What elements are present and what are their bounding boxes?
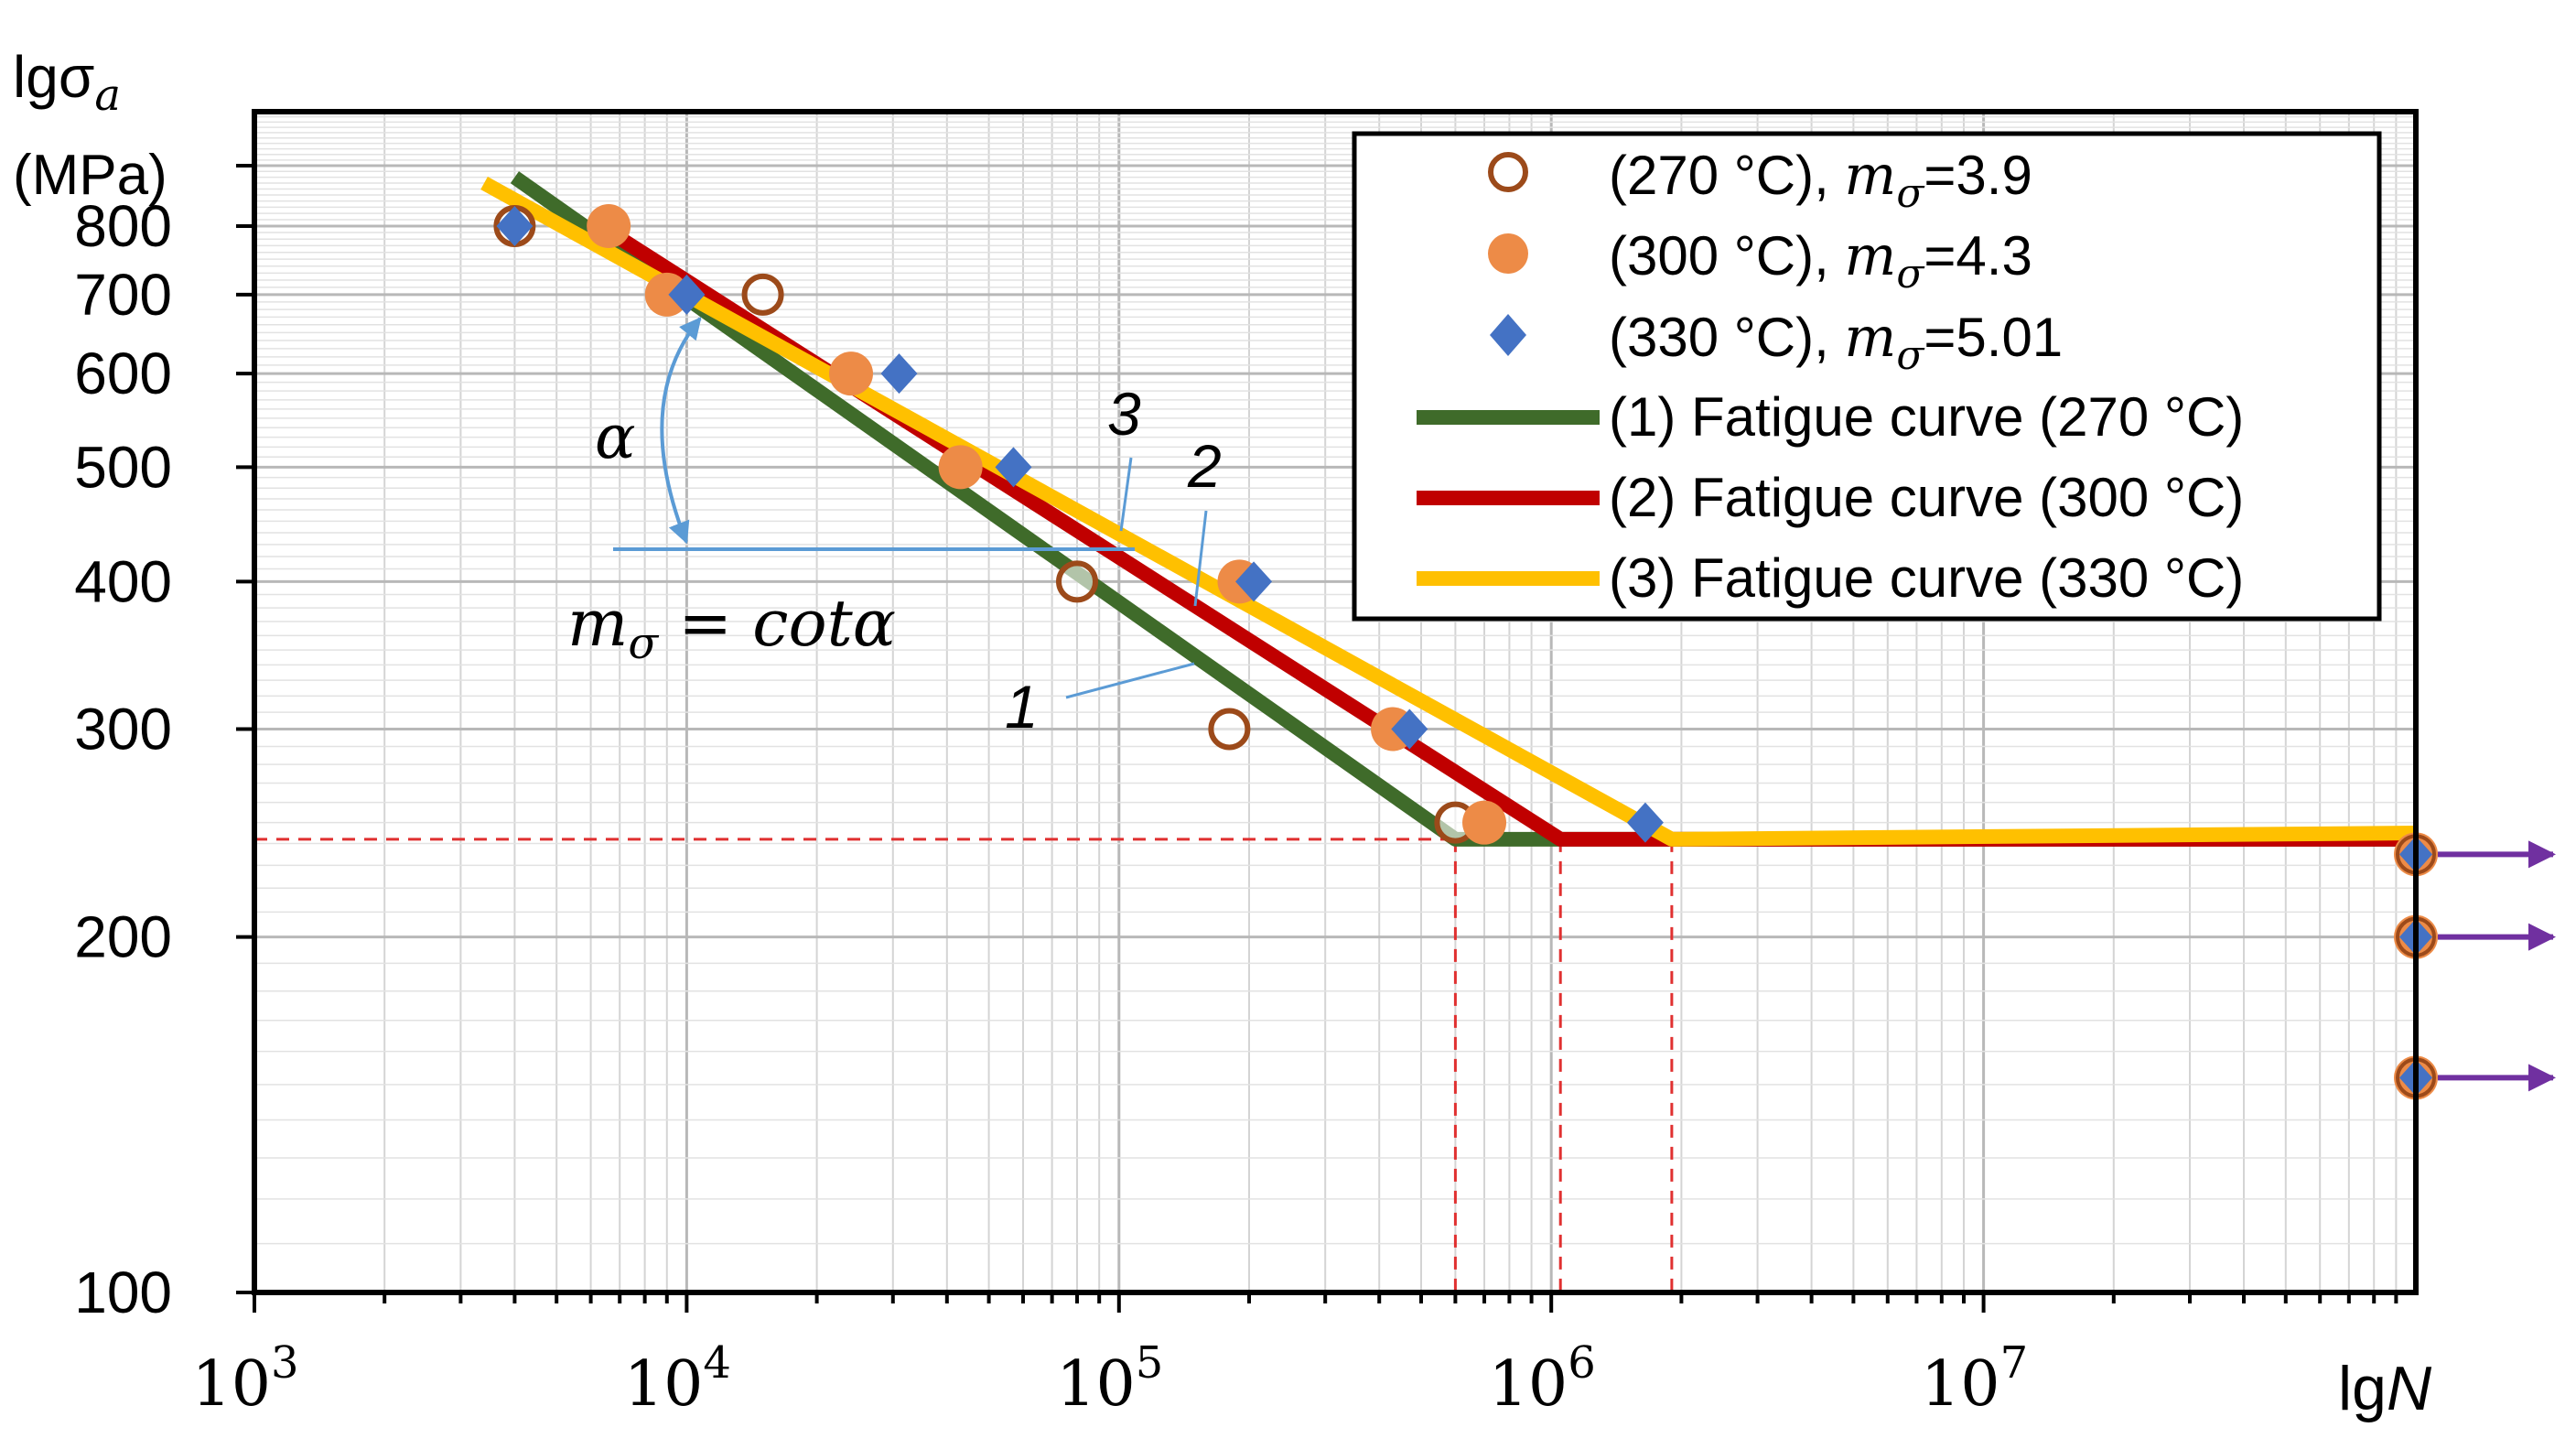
point-330 [1235, 561, 1273, 602]
legend-label-curve-3: (3) Fatigue curve (330 °C) [1609, 547, 2244, 609]
plot-frame [252, 109, 2419, 1295]
x-tick-label: 107 [1921, 1337, 2028, 1421]
point-330 [1391, 708, 1428, 750]
y-tick-label: 700 [74, 262, 172, 328]
y-axis-label: lgσa [13, 44, 121, 121]
curve-1-leader [1065, 662, 1195, 699]
axis-ticks [236, 164, 2398, 1313]
reference-lines [254, 838, 1674, 1292]
point-330 [995, 447, 1032, 488]
legend-label-curve-1: (1) Fatigue curve (270 °C) [1609, 386, 2244, 448]
point-330 [1626, 802, 1664, 843]
alpha-symbol: α [595, 402, 636, 472]
point-330 [880, 353, 918, 395]
point-330 [668, 274, 706, 315]
curve-labels: 1 2 3 [1005, 380, 1222, 741]
y-tick-label: 800 [74, 193, 172, 259]
m-sigma-formula: mσ = cotα [567, 586, 896, 669]
x-axis-label: lgN [2338, 1354, 2432, 1423]
data-points [493, 204, 1664, 845]
legend: (270 °C), mσ=3.9 (300 °C), mσ=4.3 (330 °… [1352, 131, 2382, 622]
curve-1-label: 1 [1005, 673, 1039, 741]
curve-2-leader [1193, 510, 1208, 607]
point-300 [644, 272, 689, 317]
angle-arc [660, 317, 702, 545]
legend-label-330: (330 °C), mσ=5.01 [1609, 306, 2063, 379]
curve-2-label: 2 [1187, 432, 1222, 500]
angle-annotation: α mσ = cotα [567, 317, 1135, 669]
x-tick-label: 106 [1489, 1337, 1596, 1421]
y-axis-unit: (MPa) [13, 144, 167, 207]
legend-box [1352, 131, 2382, 622]
y-tick-label: 200 [74, 904, 172, 970]
x-tick-label: 103 [191, 1337, 298, 1421]
curve-3-label: 3 [1107, 380, 1141, 448]
fatigue-curve-3 [480, 177, 2417, 847]
legend-marker-300 [1488, 233, 1528, 274]
legend-label-curve-2: (2) Fatigue curve (300 °C) [1609, 467, 2244, 528]
x-tick-label: 104 [624, 1337, 731, 1421]
point-270 [1056, 560, 1099, 603]
legend-marker-270 [1488, 152, 1528, 192]
y-tick-label: 500 [74, 434, 172, 500]
y-tick-label: 400 [74, 548, 172, 614]
y-tick-label: 300 [74, 697, 172, 762]
legend-label-270: (270 °C), mσ=3.9 [1609, 144, 2032, 217]
y-tick-label: 100 [74, 1260, 172, 1325]
point-300 [587, 204, 631, 249]
x-tick-labels: 103 104 105 106 107 [191, 1337, 2028, 1421]
legend-marker-330 [1490, 314, 1526, 356]
y-tick-label: 600 [74, 341, 172, 406]
point-270 [1208, 708, 1251, 751]
point-270 [741, 273, 784, 316]
curve-3-leader [1119, 457, 1133, 532]
x-tick-label: 105 [1056, 1337, 1163, 1421]
point-300 [1462, 800, 1507, 845]
legend-label-300: (300 °C), mσ=4.3 [1609, 224, 2032, 297]
point-300 [938, 445, 983, 490]
point-300 [829, 351, 874, 396]
point-330 [496, 206, 534, 247]
